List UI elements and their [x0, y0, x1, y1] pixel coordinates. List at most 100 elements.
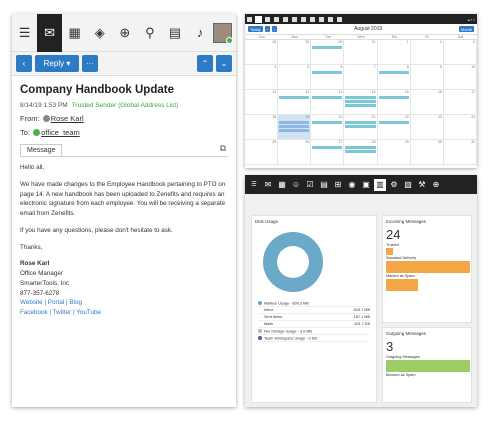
to-name[interactable]: office_team — [41, 128, 80, 137]
view-month-button[interactable]: Month — [458, 26, 474, 32]
add-icon[interactable]: ⊕ — [432, 180, 440, 189]
day-cell[interactable]: 4 — [245, 65, 279, 90]
calendar-event[interactable] — [345, 146, 376, 149]
day-cell[interactable]: 29 — [278, 40, 312, 65]
day-cell[interactable]: 7 — [344, 65, 378, 90]
calendar-event[interactable] — [345, 125, 376, 128]
calendar-event[interactable] — [312, 121, 343, 124]
calendar-event[interactable] — [279, 125, 310, 128]
reports-chart-icon[interactable]: ▥ — [374, 178, 386, 191]
day-cell[interactable]: 2 — [410, 40, 444, 65]
calendar-event[interactable] — [312, 96, 343, 99]
day-cell[interactable]: 26 — [278, 140, 312, 165]
contacts-icon[interactable]: ☺ — [291, 180, 301, 189]
mail-icon[interactable] — [265, 16, 270, 22]
from-name[interactable]: Rose Karl — [50, 114, 84, 123]
settings-icon[interactable] — [328, 16, 333, 22]
reply-button[interactable]: Reply ▾ — [35, 55, 79, 72]
today-button[interactable]: Today — [248, 26, 263, 32]
signature-links-web[interactable]: Website | Portal | Blog — [20, 299, 82, 307]
day-cell[interactable]: 3 — [443, 40, 477, 65]
menu-icon[interactable] — [247, 16, 252, 22]
day-cell[interactable]: 6 — [311, 65, 345, 90]
domain-settings-icon[interactable]: ⚒ — [418, 180, 426, 189]
day-cell[interactable]: 16 — [410, 90, 444, 115]
calendar-event[interactable] — [345, 150, 376, 153]
tasks-icon[interactable] — [283, 16, 288, 22]
day-cell[interactable]: 25 — [245, 140, 279, 165]
calendar-event[interactable] — [345, 100, 376, 103]
day-cell[interactable]: 27 — [311, 140, 345, 165]
day-cell[interactable]: 28 — [344, 140, 378, 165]
mail-icon[interactable]: ✉ — [37, 14, 63, 52]
day-cell[interactable]: 13 — [311, 90, 345, 115]
tasks-icon[interactable]: ☑ — [306, 180, 314, 189]
day-cell[interactable]: 28 — [245, 40, 279, 65]
chart-icon[interactable] — [319, 16, 324, 22]
notes-icon[interactable] — [292, 16, 297, 22]
prev-month-button[interactable]: ‹ — [264, 26, 271, 32]
signature-links-social[interactable]: Facebook | Twitter | YouTube — [20, 309, 101, 316]
calendar-event[interactable] — [378, 71, 409, 74]
popout-icon[interactable]: ⧉ — [219, 143, 226, 153]
add-icon[interactable]: ⊕ — [119, 24, 131, 40]
next-month-button[interactable]: › — [272, 26, 278, 32]
add-icon[interactable] — [337, 16, 342, 22]
calendar-icon[interactable]: ▦ — [278, 180, 286, 189]
day-cell[interactable]: 22 — [377, 115, 411, 140]
day-cell[interactable]: 17 — [443, 90, 477, 115]
calendar-icon[interactable]: ▦ — [68, 24, 81, 40]
more-options-button[interactable]: ··· — [82, 55, 98, 72]
day-cell[interactable]: 11 — [245, 90, 279, 115]
calendar-event[interactable] — [279, 96, 310, 99]
day-cell[interactable]: 23 — [410, 115, 444, 140]
chat-icon[interactable]: ▤ — [168, 24, 182, 40]
window-controls-icon[interactable]: ▴ ▪ ▪ — [467, 16, 475, 22]
calendar-event[interactable] — [279, 121, 310, 124]
calendar-event[interactable] — [279, 129, 310, 132]
day-cell[interactable]: 30 — [410, 140, 444, 165]
day-cell[interactable]: 18 — [245, 115, 279, 140]
avatar[interactable] — [212, 22, 233, 44]
day-cell[interactable]: 31 — [344, 40, 378, 65]
day-cell[interactable]: 30 — [311, 40, 345, 65]
mail-icon[interactable]: ✉ — [264, 180, 272, 189]
menu-icon[interactable]: ☰ — [18, 24, 31, 40]
menu-icon[interactable]: ☰ — [251, 182, 257, 188]
calendar-event[interactable] — [345, 104, 376, 107]
feed-icon[interactable] — [301, 16, 306, 22]
day-cell[interactable]: 15 — [377, 90, 411, 115]
calendar-event[interactable] — [345, 96, 376, 99]
calendar-event[interactable] — [378, 121, 409, 124]
day-cell[interactable]: 31 — [443, 140, 477, 165]
back-button[interactable]: ‹ — [16, 55, 32, 72]
day-cell[interactable]: 24 — [443, 115, 477, 140]
notes-icon[interactable]: ▤ — [320, 180, 328, 189]
admin-chart-icon[interactable]: ▧ — [404, 180, 412, 189]
day-cell[interactable]: 10 — [443, 65, 477, 90]
files-icon[interactable]: ▣ — [362, 180, 370, 189]
contacts-icon[interactable] — [274, 16, 279, 22]
previous-message-button[interactable]: ⌃ — [197, 55, 213, 72]
search-icon[interactable]: ⚲ — [145, 24, 155, 40]
day-cell[interactable]: 5 — [278, 65, 312, 90]
calendar-event[interactable] — [378, 96, 409, 99]
day-cell[interactable]: 1 — [377, 40, 411, 65]
settings-icon[interactable]: ⚙ — [390, 180, 398, 189]
calendar-icon[interactable] — [255, 15, 262, 23]
day-cell[interactable]: 29 — [377, 140, 411, 165]
next-message-button[interactable]: ⌄ — [216, 55, 232, 72]
day-cell[interactable]: 20 — [311, 115, 345, 140]
calendar-event[interactable] — [345, 121, 376, 124]
layers-icon[interactable]: ◈ — [94, 24, 105, 40]
notification-bell-icon[interactable]: ♪ — [196, 25, 204, 40]
day-cell[interactable]: 9 — [410, 65, 444, 90]
calendar-event[interactable] — [312, 146, 343, 149]
day-cell[interactable]: 8 — [377, 65, 411, 90]
tab-message[interactable]: Message — [20, 144, 63, 156]
day-cell[interactable]: 14 — [344, 90, 378, 115]
day-cell[interactable]: 12 — [278, 90, 312, 115]
day-cell[interactable]: 21 — [344, 115, 378, 140]
calendar-event[interactable] — [312, 71, 343, 74]
feed-icon[interactable]: ◉ — [348, 180, 356, 189]
